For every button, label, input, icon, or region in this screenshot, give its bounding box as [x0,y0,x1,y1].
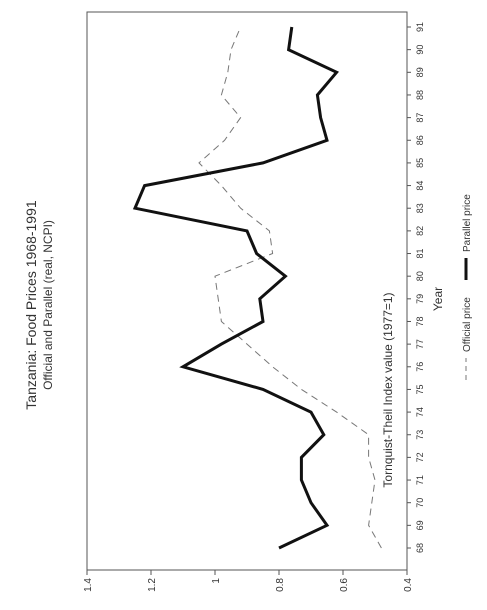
y-tick-label: 1.2 [147,578,158,592]
y-axis-ticks: 0.4 0.6 0.8 1 1.2 1.4 [83,570,414,592]
legend-label: Official price [462,297,473,352]
x-tick-label: 83 [415,203,425,213]
x-tick-label: 85 [415,158,425,168]
x-tick-label: 88 [415,90,425,100]
x-tick-label: 69 [415,520,425,530]
y-tick-label: 1 [211,578,222,584]
x-tick-label: 73 [415,430,425,440]
plot-frame [87,12,407,570]
parallel-price-line [135,27,337,548]
x-tick-label: 77 [415,339,425,349]
x-tick-label: 84 [415,181,425,191]
legend-label: Parallel price [462,194,473,252]
x-tick-label: 71 [415,475,425,485]
x-tick-label: 81 [415,249,425,259]
y-tick-label: 1.4 [83,578,94,592]
y-axis-label: Tornquist-Theil Index value (1977=1) [381,292,395,487]
y-tick-label: 0.4 [403,578,414,592]
x-tick-label: 78 [415,316,425,326]
x-tick-label: 79 [415,294,425,304]
x-axis-label: Year [431,287,445,311]
official-price-line [199,27,381,548]
chart-title: Tanzania: Food Prices 1968-1991 [23,200,39,410]
legend: Official price Parallel price [462,194,473,380]
y-tick-label: 0.6 [339,578,350,592]
x-tick-label: 68 [415,543,425,553]
x-tick-label: 74 [415,407,425,417]
x-tick-label: 80 [415,271,425,281]
x-axis-ticks: 68 69 70 71 72 73 74 75 76 77 78 79 80 81 82 83 84 85 86 87… [407,22,425,553]
rotated-chart-group: Tanzania: Food Prices 1968-1991 Official… [23,12,473,592]
y-tick-label: 0.8 [275,578,286,592]
series-lines [135,27,381,548]
x-tick-label: 87 [415,113,425,123]
x-tick-label: 91 [415,22,425,32]
x-tick-label: 90 [415,45,425,55]
chart-subtitle: Official and Parallel (real, NCPI) [41,220,55,390]
x-tick-label: 82 [415,226,425,236]
x-tick-label: 75 [415,384,425,394]
x-tick-label: 72 [415,452,425,462]
x-tick-label: 76 [415,362,425,372]
x-tick-label: 70 [415,498,425,508]
x-tick-label: 89 [415,67,425,77]
x-tick-label: 86 [415,135,425,145]
